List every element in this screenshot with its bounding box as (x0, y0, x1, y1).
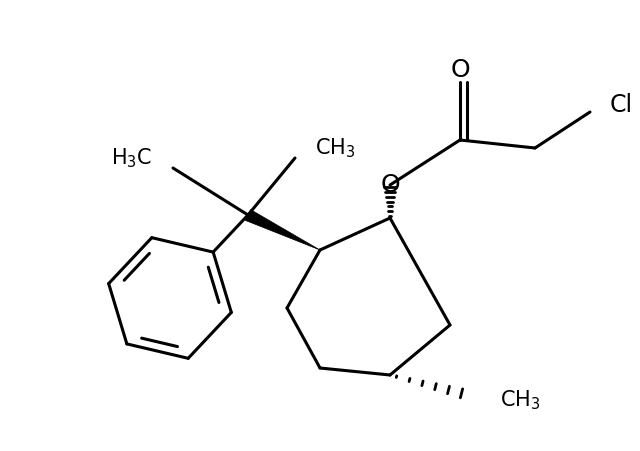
Text: H$_3$C: H$_3$C (111, 146, 152, 170)
Text: O: O (450, 58, 470, 82)
Text: Cl: Cl (610, 93, 633, 117)
Text: CH$_3$: CH$_3$ (500, 388, 541, 412)
Polygon shape (245, 210, 320, 250)
Text: O: O (380, 173, 400, 197)
Text: CH$_3$: CH$_3$ (315, 136, 355, 160)
